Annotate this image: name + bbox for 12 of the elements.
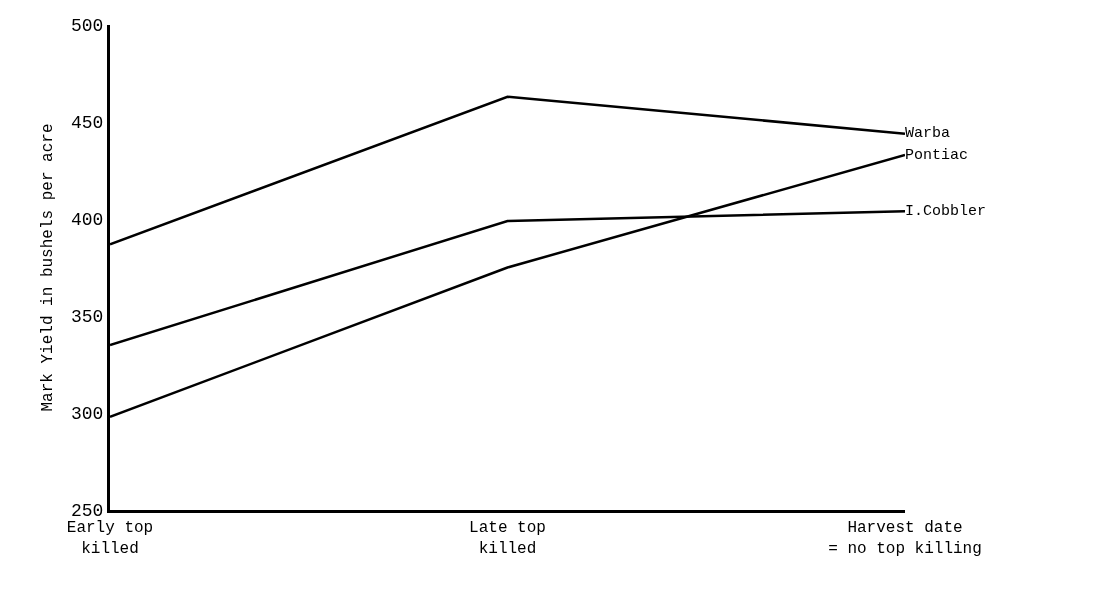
- x-tick-label: Harvest date = no top killing: [828, 519, 982, 558]
- x-tick-label: Early top killed: [66, 519, 154, 558]
- y-axis-title: Mark Yield in bushels per acre: [38, 123, 57, 412]
- series-label: Warba: [905, 125, 951, 143]
- x-tick-label: Late top killed: [469, 519, 546, 558]
- y-tick-label: 500: [70, 16, 104, 37]
- y-tick-label: 350: [70, 307, 104, 328]
- series-label: I.Cobbler: [905, 202, 987, 220]
- y-tick-label: 450: [70, 113, 104, 134]
- y-tick-label: 400: [70, 210, 104, 231]
- series-label: Pontiac: [905, 146, 969, 164]
- y-tick-label: 300: [70, 404, 104, 425]
